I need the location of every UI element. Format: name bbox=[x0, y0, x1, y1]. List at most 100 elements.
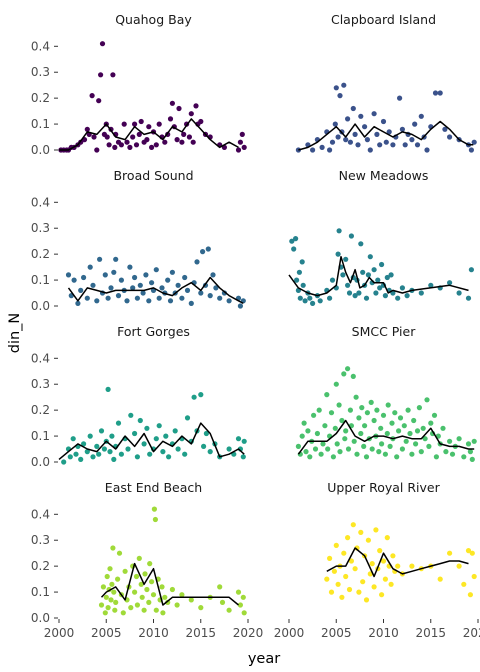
data-point bbox=[310, 147, 315, 152]
data-points bbox=[296, 366, 477, 462]
data-point bbox=[327, 296, 332, 301]
panel-east-end-beach: East End Beach0.00.10.20.30.42000 2005 201… bbox=[31, 480, 263, 640]
data-point bbox=[347, 290, 352, 295]
data-point bbox=[428, 421, 433, 426]
data-point bbox=[341, 551, 346, 556]
data-point bbox=[395, 564, 400, 569]
data-point bbox=[162, 595, 167, 600]
data-point bbox=[390, 142, 395, 147]
data-point bbox=[111, 270, 116, 275]
data-point bbox=[117, 551, 122, 556]
data-point bbox=[198, 119, 203, 124]
data-point bbox=[411, 418, 416, 423]
data-point bbox=[206, 246, 211, 251]
y-tick-label: 0.2 bbox=[31, 247, 50, 261]
data-point bbox=[149, 280, 154, 285]
data-point bbox=[370, 446, 375, 451]
data-point bbox=[330, 140, 335, 145]
data-point bbox=[122, 122, 127, 127]
data-point bbox=[389, 421, 394, 426]
y-tick-label: 0.3 bbox=[31, 377, 50, 391]
data-point bbox=[369, 400, 374, 405]
data-point bbox=[107, 142, 112, 147]
data-point bbox=[135, 602, 140, 607]
data-point bbox=[208, 449, 213, 454]
data-point bbox=[94, 147, 99, 152]
y-axis-title: din_N bbox=[7, 313, 23, 354]
data-point bbox=[90, 93, 95, 98]
data-points bbox=[66, 246, 246, 308]
data-point bbox=[447, 134, 452, 139]
panel-title: Broad Sound bbox=[113, 168, 193, 183]
data-point bbox=[337, 449, 342, 454]
data-point bbox=[374, 408, 379, 413]
data-point bbox=[66, 272, 71, 277]
data-point bbox=[390, 553, 395, 558]
data-point bbox=[336, 134, 341, 139]
data-point bbox=[372, 267, 377, 272]
trend-line bbox=[298, 122, 473, 151]
data-point bbox=[107, 449, 112, 454]
data-point bbox=[332, 569, 337, 574]
y-tick-label: 0.0 bbox=[31, 143, 50, 157]
data-point bbox=[125, 446, 130, 451]
data-point bbox=[217, 296, 222, 301]
data-point bbox=[409, 137, 414, 142]
data-point bbox=[146, 298, 151, 303]
x-tick-label: 2010 bbox=[138, 626, 169, 640]
data-point bbox=[468, 449, 473, 454]
data-point bbox=[108, 597, 113, 602]
data-point bbox=[200, 249, 205, 254]
data-point bbox=[324, 577, 329, 582]
data-point bbox=[242, 610, 247, 615]
data-point bbox=[334, 382, 339, 387]
data-point bbox=[407, 431, 412, 436]
data-points bbox=[289, 228, 474, 306]
data-point bbox=[345, 366, 350, 371]
data-point bbox=[355, 142, 360, 147]
data-point bbox=[110, 72, 115, 77]
data-point bbox=[170, 101, 175, 106]
data-point bbox=[343, 428, 348, 433]
data-point bbox=[135, 454, 140, 459]
y-tick-label: 0.2 bbox=[31, 559, 50, 573]
data-point bbox=[128, 413, 133, 418]
data-point bbox=[307, 296, 312, 301]
data-point bbox=[450, 452, 455, 457]
data-point bbox=[377, 548, 382, 553]
data-point bbox=[144, 137, 149, 142]
data-point bbox=[359, 405, 364, 410]
data-point bbox=[116, 421, 121, 426]
data-point bbox=[379, 441, 384, 446]
data-point bbox=[111, 457, 116, 462]
y-tick-label: 0.0 bbox=[31, 299, 50, 313]
data-point bbox=[415, 428, 420, 433]
data-point bbox=[90, 454, 95, 459]
data-point bbox=[301, 283, 306, 288]
data-point bbox=[142, 441, 147, 446]
trend-line bbox=[102, 564, 239, 605]
data-point bbox=[327, 556, 332, 561]
data-point bbox=[182, 275, 187, 280]
data-point bbox=[96, 98, 101, 103]
data-point bbox=[240, 132, 245, 137]
data-point bbox=[365, 410, 370, 415]
data-point bbox=[356, 415, 361, 420]
data-point bbox=[335, 441, 340, 446]
data-point bbox=[201, 444, 206, 449]
y-tick-label: 0.2 bbox=[31, 403, 50, 417]
data-point bbox=[348, 140, 353, 145]
data-point bbox=[142, 571, 147, 576]
data-point bbox=[104, 595, 109, 600]
data-point bbox=[366, 272, 371, 277]
data-point bbox=[179, 140, 184, 145]
data-point bbox=[358, 431, 363, 436]
data-point bbox=[368, 147, 373, 152]
data-point bbox=[119, 278, 124, 283]
data-point bbox=[210, 272, 215, 277]
x-tick-label: 2000 bbox=[44, 626, 75, 640]
data-point bbox=[360, 579, 365, 584]
data-point bbox=[438, 577, 443, 582]
data-point bbox=[217, 584, 222, 589]
